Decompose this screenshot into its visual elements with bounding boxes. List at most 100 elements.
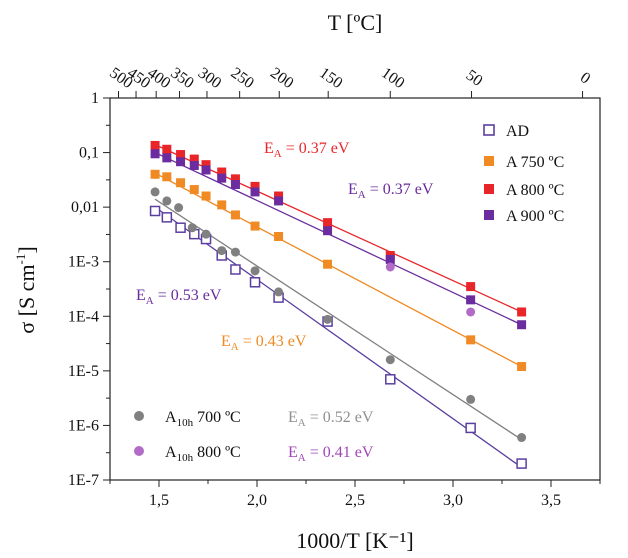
data-point — [274, 196, 284, 206]
legend-label-ad: AD — [506, 123, 529, 140]
legend-label-a800: A 800 ºC — [506, 182, 564, 199]
data-point — [189, 154, 199, 164]
y-tick-label: 1E-7 — [68, 472, 99, 489]
data-point — [176, 157, 186, 167]
x-tick-label: 2,5 — [345, 492, 365, 509]
data-point — [174, 203, 184, 213]
data-point — [250, 187, 260, 197]
annotation-ea-a750: EA = 0.43 eV — [221, 333, 307, 353]
data-point — [230, 247, 240, 257]
data-point — [385, 262, 395, 272]
data-point — [217, 200, 227, 210]
data-point — [385, 374, 396, 385]
data-point — [150, 187, 160, 197]
data-point — [189, 160, 199, 170]
data-point — [176, 178, 186, 188]
fit-line — [154, 144, 522, 313]
fit-lines — [154, 144, 522, 468]
data-point — [176, 150, 186, 160]
legend-label-a750: A 750 ºC — [506, 154, 564, 171]
data-point — [150, 169, 160, 179]
top-tick-label: 150 — [316, 64, 345, 92]
y-axis-title-sup: -1 — [13, 254, 28, 265]
annotation-ea-ad: EA = 0.53 eV — [136, 287, 222, 307]
lower-legend-ea-a10h800: EA = 0.41 eV — [288, 444, 374, 464]
data-point — [161, 212, 173, 223]
data-point — [149, 205, 161, 217]
annotation-ea-a800: EA = 0.37 eV — [264, 140, 350, 160]
y-axis-title-end: ] — [14, 246, 39, 253]
data-point — [150, 140, 160, 150]
legend-marker-a800 — [484, 184, 494, 194]
legend-marker-ad — [483, 124, 495, 136]
lower-legend-marker-a10h700 — [134, 411, 144, 421]
data-point — [217, 173, 227, 183]
data-point — [466, 335, 476, 345]
data-point — [162, 144, 172, 154]
fit-line — [154, 206, 522, 468]
data-point — [201, 165, 211, 175]
lower-legend-marker-a10h800 — [134, 446, 144, 456]
y-axis-title: σ [S cm-1] — [13, 246, 39, 333]
data-point — [466, 394, 476, 404]
fit-line — [154, 172, 522, 368]
data-point — [201, 160, 211, 170]
data-point — [162, 153, 172, 163]
annotation-ea-a900: EA = 0.37 eV — [348, 181, 434, 201]
data-point — [189, 185, 199, 195]
y-tick-label: 1E-6 — [68, 417, 99, 434]
data-point — [274, 287, 284, 297]
top-tick-label: 100 — [378, 64, 407, 92]
data-point — [162, 196, 172, 206]
top-tick-label: 50 — [463, 67, 486, 90]
top-tick-label: 200 — [267, 64, 296, 92]
data-point — [217, 167, 227, 177]
x-tick-label: 3,5 — [541, 492, 561, 509]
lower-legend-label-a10h700: A10h 700 ºC — [165, 409, 241, 429]
top-tick-label: 300 — [195, 64, 224, 92]
lower-legend-label-a10h800: A10h 800 ºC — [165, 444, 241, 464]
x-tick-label: 3,0 — [443, 492, 463, 509]
data-point — [230, 179, 240, 189]
lower-legend: A10h 700 ºC EA = 0.52 eV A10h 800 ºC EA … — [134, 409, 374, 464]
legend: AD A 750 ºC A 800 ºC A 900 ºC — [483, 123, 564, 225]
data-point — [323, 218, 333, 228]
data-point — [201, 191, 211, 201]
data-point — [385, 355, 395, 365]
data-point — [517, 320, 527, 330]
data-point — [230, 264, 241, 275]
legend-label-a900: A 900 ºC — [506, 208, 564, 225]
top-tick-label: 250 — [228, 64, 257, 92]
x-tick-label: 1,5 — [149, 492, 169, 509]
data-point — [249, 277, 261, 288]
data-point — [175, 222, 186, 233]
x-tick-label: 2,0 — [247, 492, 267, 509]
y-tick-label: 1E-4 — [68, 308, 99, 325]
data-point — [466, 282, 476, 292]
data-point — [465, 422, 476, 434]
data-point — [274, 191, 284, 201]
legend-marker-a900 — [484, 210, 494, 220]
data-point — [162, 172, 172, 182]
data-point — [517, 307, 527, 317]
lower-legend-ea-a10h700: EA = 0.52 eV — [288, 409, 374, 429]
data-point — [274, 231, 284, 241]
data-point — [250, 266, 260, 276]
y-tick-label: 0,01 — [71, 199, 99, 216]
data-points — [149, 140, 527, 469]
data-point — [187, 223, 197, 233]
y-tick-label: 1E-3 — [68, 254, 99, 271]
legend-marker-a750 — [484, 156, 494, 166]
y-tick-label: 0,1 — [79, 145, 99, 162]
data-point — [385, 254, 395, 264]
data-point — [517, 433, 527, 443]
data-point — [250, 181, 260, 191]
data-point — [516, 458, 527, 469]
data-point — [230, 174, 240, 184]
data-point — [217, 246, 227, 256]
y-tick-label: 1E-5 — [68, 363, 99, 380]
top-tick-label: 0 — [577, 69, 593, 88]
y-axis-title-main: σ [S cm — [14, 264, 39, 333]
x-axis-title: 1000/T [K⁻¹] — [296, 528, 413, 553]
